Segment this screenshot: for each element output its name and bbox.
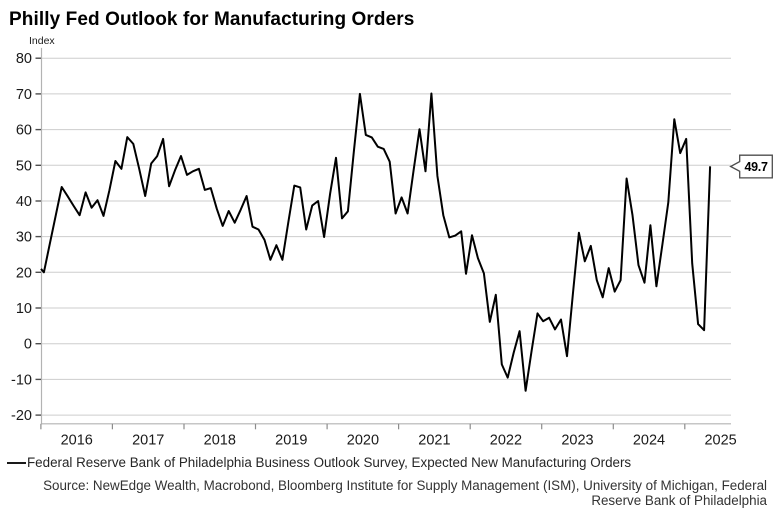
svg-text:40: 40 (16, 194, 32, 210)
svg-text:49.7: 49.7 (745, 160, 768, 174)
svg-text:2017: 2017 (132, 433, 164, 449)
svg-text:2025: 2025 (704, 433, 736, 449)
svg-text:70: 70 (16, 87, 32, 103)
svg-text:2018: 2018 (204, 433, 236, 449)
svg-text:0: 0 (24, 337, 32, 353)
svg-text:2022: 2022 (490, 433, 522, 449)
svg-text:-10: -10 (11, 372, 32, 388)
svg-text:60: 60 (16, 123, 32, 139)
svg-text:2019: 2019 (275, 433, 307, 449)
svg-text:2016: 2016 (61, 433, 93, 449)
svg-text:2021: 2021 (418, 433, 450, 449)
svg-text:2023: 2023 (561, 433, 593, 449)
svg-text:30: 30 (16, 230, 32, 246)
svg-text:20: 20 (16, 265, 32, 281)
svg-text:50: 50 (16, 158, 32, 174)
svg-text:2020: 2020 (347, 433, 379, 449)
svg-text:2024: 2024 (633, 433, 665, 449)
svg-text:80: 80 (16, 51, 32, 67)
svg-text:10: 10 (16, 301, 32, 317)
svg-text:-20: -20 (11, 408, 32, 424)
svg-text:Index: Index (29, 35, 55, 47)
